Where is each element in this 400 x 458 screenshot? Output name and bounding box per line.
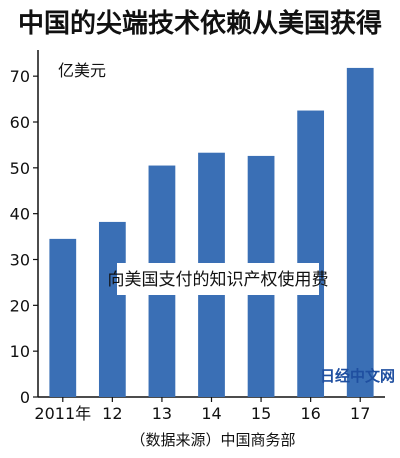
y-tick-label: 30 [10,251,30,270]
watermark: 日经中文网 [320,367,395,385]
source-note: （数据来源）中国商务部 [130,431,295,449]
annotation-box [117,263,319,295]
y-tick-label: 10 [10,342,30,361]
x-tick-label: 16 [300,404,320,423]
x-tick-label: 17 [350,404,370,423]
y-tick-label: 50 [10,159,30,178]
x-tick-label: 14 [201,404,221,423]
bar-6 [346,67,374,398]
bar-1 [98,221,126,397]
y-axis-ticks: 0 10 20 30 40 50 60 70 [10,67,38,407]
unit-label: 亿美元 [58,61,106,80]
y-tick-label: 60 [10,113,30,132]
y-tick-label: 20 [10,296,30,315]
chart-title: 中国的尖端技术依赖从美国获得 [18,8,382,39]
annotation-text: 向美国支付的知识产权使用费 [108,269,329,290]
x-tick-label: 13 [152,404,172,423]
x-tick-label: 12 [102,404,122,423]
y-tick-label: 0 [20,388,30,407]
x-axis-ticks: 2011年 12 13 14 15 16 17 [34,397,370,423]
y-tick-label: 40 [10,205,30,224]
bars [49,67,374,398]
x-tick-label: 2011年 [34,404,91,423]
bar-0 [49,238,77,397]
bar-5 [297,110,325,398]
y-tick-label: 70 [10,67,30,86]
x-tick-label: 15 [251,404,271,423]
